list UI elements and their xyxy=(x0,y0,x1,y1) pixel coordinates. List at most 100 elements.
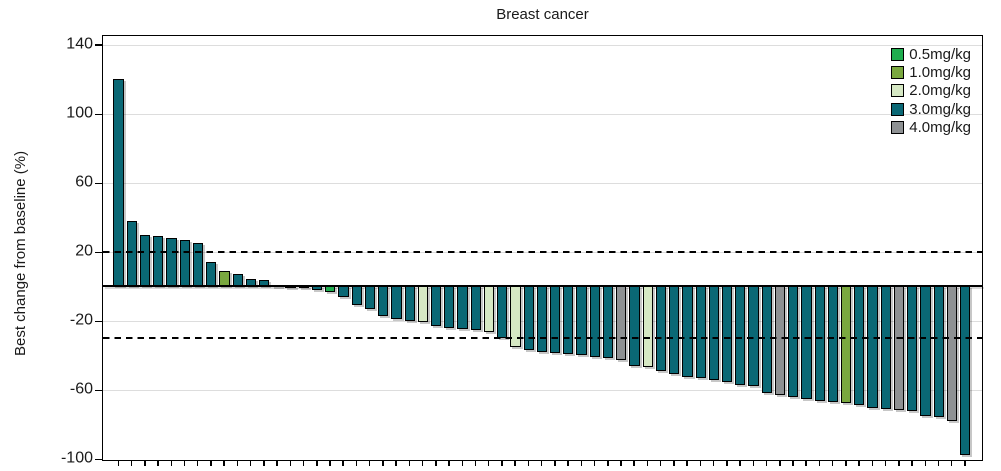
x-tick-mark xyxy=(964,459,966,466)
x-tick-mark xyxy=(620,459,622,466)
y-tick-label: 140 xyxy=(66,35,93,53)
x-tick-mark xyxy=(712,459,715,466)
x-tick-mark xyxy=(818,459,821,466)
y-tick-mark xyxy=(95,113,102,116)
plot-area: 0.5mg/kg 1.0mg/kg 2.0mg/kg 3.0mg/kg 4.0mg/kg xyxy=(102,35,983,461)
x-tick-mark xyxy=(263,459,265,466)
bar xyxy=(616,286,627,361)
bar xyxy=(563,286,574,355)
legend-item: 0.5mg/kg xyxy=(891,45,971,63)
x-tick-mark xyxy=(487,459,490,466)
y-tick-label: -20 xyxy=(69,311,93,329)
x-tick-mark xyxy=(183,459,186,466)
y-tick-mark xyxy=(95,44,102,46)
bar xyxy=(166,237,177,287)
bar xyxy=(536,286,548,352)
x-tick-mark xyxy=(435,459,437,466)
x-tick-mark xyxy=(527,459,530,466)
bar xyxy=(510,286,521,347)
x-tick-mark xyxy=(170,459,173,466)
x-tick-mark xyxy=(223,459,225,466)
x-tick-mark xyxy=(421,459,424,466)
x-tick-mark xyxy=(501,459,503,466)
x-tick-mark xyxy=(792,459,794,466)
x-tick-mark xyxy=(779,459,781,466)
legend-swatch xyxy=(891,47,905,61)
x-tick-mark xyxy=(673,459,675,466)
legend: 0.5mg/kg 1.0mg/kg 2.0mg/kg 3.0mg/kg 4.0mg/kg xyxy=(891,45,971,137)
legend-item: 4.0mg/kg xyxy=(891,119,971,137)
bar xyxy=(192,243,204,287)
bar xyxy=(880,286,891,409)
bar xyxy=(298,286,309,289)
legend-swatch xyxy=(891,84,905,98)
y-tick-label: 20 xyxy=(75,242,93,260)
x-tick-mark xyxy=(937,459,940,466)
bar xyxy=(854,286,865,406)
legend-label: 0.5mg/kg xyxy=(909,45,971,63)
x-tick-mark xyxy=(249,459,252,466)
x-tick-mark xyxy=(540,459,543,466)
x-tick-mark xyxy=(898,459,900,466)
x-tick-mark xyxy=(196,459,199,466)
bar xyxy=(232,274,243,287)
x-tick-mark xyxy=(884,459,887,466)
bar xyxy=(602,286,614,358)
bar xyxy=(483,286,495,332)
x-tick-mark xyxy=(765,459,768,466)
y-tick-label: -100 xyxy=(60,450,93,468)
bar xyxy=(364,286,376,310)
x-tick-mark xyxy=(408,459,411,466)
x-tick-mark xyxy=(686,459,688,466)
grid-line xyxy=(103,44,982,46)
x-tick-mark xyxy=(302,459,305,466)
grid-line xyxy=(103,113,982,115)
bar xyxy=(655,286,667,371)
bar xyxy=(669,286,680,375)
bar xyxy=(867,286,878,408)
bar xyxy=(893,286,905,410)
x-tick-mark xyxy=(236,459,239,466)
bar xyxy=(391,286,402,319)
bar xyxy=(774,286,786,395)
legend-label: 2.0mg/kg xyxy=(909,82,971,100)
bar xyxy=(444,286,455,328)
x-tick-mark xyxy=(726,459,728,466)
bar xyxy=(139,234,151,287)
bar xyxy=(206,262,217,287)
x-tick-mark xyxy=(289,459,292,466)
legend-swatch xyxy=(891,102,905,116)
x-tick-mark xyxy=(659,459,662,466)
bar xyxy=(589,286,600,357)
bar xyxy=(404,286,415,321)
grid-line xyxy=(103,389,982,391)
x-tick-mark xyxy=(144,459,146,466)
bar xyxy=(272,284,283,287)
bar xyxy=(550,286,561,354)
x-tick-mark xyxy=(276,459,278,466)
bar xyxy=(311,286,323,290)
bar xyxy=(960,286,971,456)
x-tick-mark xyxy=(580,459,583,466)
bar xyxy=(721,286,733,382)
bar xyxy=(920,286,931,416)
bar xyxy=(695,286,706,379)
bar xyxy=(430,286,442,326)
bar xyxy=(457,286,468,330)
bar xyxy=(470,286,481,331)
x-tick-mark xyxy=(342,459,344,466)
y-tick-mark xyxy=(95,389,102,392)
bar xyxy=(338,286,349,297)
x-tick-mark xyxy=(316,459,318,466)
x-tick-mark xyxy=(739,459,741,466)
reference-line xyxy=(103,336,982,340)
bar xyxy=(417,286,428,323)
bar xyxy=(629,286,640,366)
bar xyxy=(801,286,812,400)
x-tick-mark xyxy=(845,459,847,466)
bar xyxy=(708,286,719,381)
x-tick-mark xyxy=(699,459,702,466)
legend-label: 3.0mg/kg xyxy=(909,100,971,118)
chart-title: Breast cancer xyxy=(496,6,589,23)
